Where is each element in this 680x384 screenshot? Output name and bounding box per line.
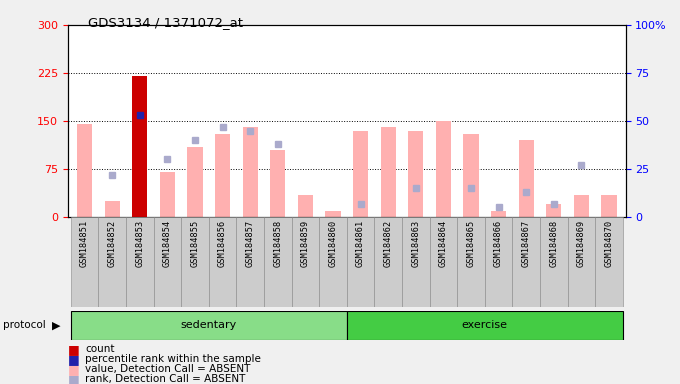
Text: GSM184858: GSM184858	[273, 220, 282, 267]
Text: GSM184862: GSM184862	[384, 220, 393, 267]
Bar	[215, 134, 230, 217]
Bar	[375, 217, 402, 307]
Bar	[77, 124, 92, 217]
Text: GDS3134 / 1371072_at: GDS3134 / 1371072_at	[88, 16, 243, 29]
Text: sedentary: sedentary	[181, 320, 237, 331]
Text: GSM184868: GSM184868	[549, 220, 558, 267]
Bar	[568, 217, 595, 307]
Bar	[298, 195, 313, 217]
Bar	[326, 210, 341, 217]
Text: GSM184863: GSM184863	[411, 220, 420, 267]
Bar	[546, 204, 562, 217]
Text: GSM184867: GSM184867	[522, 220, 530, 267]
Text: GSM184870: GSM184870	[605, 220, 613, 267]
Bar	[436, 121, 451, 217]
Bar	[188, 147, 203, 217]
Text: GSM184852: GSM184852	[107, 220, 117, 267]
Text: GSM184856: GSM184856	[218, 220, 227, 267]
Text: GSM184864: GSM184864	[439, 220, 448, 267]
Bar	[574, 195, 589, 217]
Text: GSM184851: GSM184851	[80, 220, 89, 267]
Bar	[408, 131, 424, 217]
Bar	[601, 195, 617, 217]
Text: percentile rank within the sample: percentile rank within the sample	[85, 354, 261, 364]
Bar	[513, 217, 540, 307]
Bar	[381, 127, 396, 217]
Text: exercise: exercise	[462, 320, 508, 331]
Text: ■: ■	[68, 373, 80, 384]
Bar	[71, 311, 347, 340]
Bar	[595, 217, 623, 307]
Bar	[491, 210, 506, 217]
Bar	[485, 217, 513, 307]
Text: ■: ■	[68, 343, 80, 356]
Text: GSM184869: GSM184869	[577, 220, 586, 267]
Bar	[464, 134, 479, 217]
Text: GSM184859: GSM184859	[301, 220, 310, 267]
Bar	[402, 217, 430, 307]
Text: GSM184866: GSM184866	[494, 220, 503, 267]
Text: GSM184860: GSM184860	[328, 220, 337, 267]
Text: protocol: protocol	[3, 320, 46, 331]
Text: ▶: ▶	[52, 320, 61, 331]
Bar	[126, 217, 154, 307]
Bar	[270, 150, 286, 217]
Bar	[209, 217, 237, 307]
Bar	[457, 217, 485, 307]
Bar	[243, 127, 258, 217]
Text: ■: ■	[68, 353, 80, 366]
Text: GSM184861: GSM184861	[356, 220, 365, 267]
Bar	[132, 76, 148, 217]
Bar	[292, 217, 319, 307]
Bar	[319, 217, 347, 307]
Text: GSM184855: GSM184855	[190, 220, 199, 267]
Bar	[540, 217, 568, 307]
Text: ■: ■	[68, 363, 80, 376]
Text: GSM184853: GSM184853	[135, 220, 144, 267]
Text: value, Detection Call = ABSENT: value, Detection Call = ABSENT	[85, 364, 250, 374]
Bar	[181, 217, 209, 307]
Bar	[353, 131, 368, 217]
Bar	[347, 311, 623, 340]
Text: GSM184865: GSM184865	[466, 220, 475, 267]
Bar	[347, 217, 375, 307]
Bar	[264, 217, 292, 307]
Bar	[237, 217, 264, 307]
Bar	[71, 217, 99, 307]
Text: GSM184854: GSM184854	[163, 220, 172, 267]
Text: count: count	[85, 344, 114, 354]
Bar	[99, 217, 126, 307]
Bar	[105, 201, 120, 217]
Text: GSM184857: GSM184857	[245, 220, 255, 267]
Bar	[160, 172, 175, 217]
Bar	[519, 140, 534, 217]
Text: rank, Detection Call = ABSENT: rank, Detection Call = ABSENT	[85, 374, 245, 384]
Bar	[430, 217, 457, 307]
Bar	[154, 217, 181, 307]
